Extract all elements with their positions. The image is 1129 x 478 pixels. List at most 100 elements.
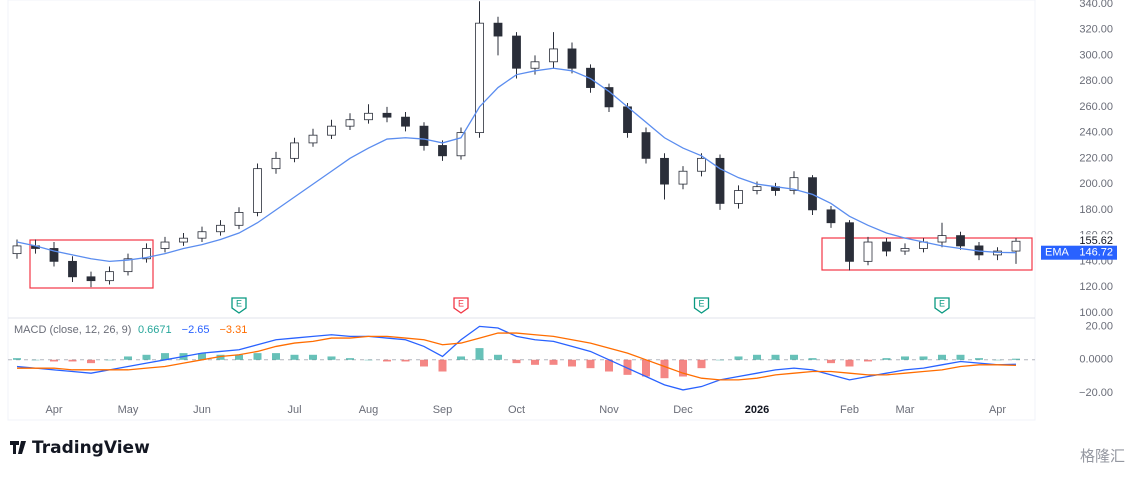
- candle-body: [197, 231, 207, 239]
- y-tick-label: 260.00: [1079, 101, 1113, 113]
- histogram-bar: [938, 354, 946, 360]
- candle-body: [678, 170, 688, 185]
- histogram-bar: [327, 356, 336, 360]
- candle-body: [734, 190, 743, 204]
- histogram-bar: [623, 359, 632, 375]
- histogram-bar: [87, 359, 95, 364]
- y-tick-label: 240.00: [1079, 127, 1113, 139]
- candle-body: [530, 61, 540, 69]
- y-tick-label: 200.00: [1079, 178, 1113, 190]
- histogram-bar: [734, 356, 743, 360]
- event-marker: [693, 297, 710, 314]
- highlight-box: [821, 237, 1033, 271]
- x-tick-label: Aug: [359, 404, 379, 416]
- candle-body: [937, 235, 947, 243]
- candle-body: [12, 245, 22, 255]
- candle-body: [882, 241, 891, 252]
- candle-body: [1011, 240, 1021, 252]
- candle-body: [68, 260, 77, 278]
- candle-body: [345, 119, 355, 127]
- y-tick-label: 300.00: [1079, 49, 1113, 61]
- histogram-bar: [1012, 358, 1020, 360]
- macd-legend-value: −3.31: [220, 324, 248, 336]
- candle-body: [863, 241, 873, 262]
- histogram-bar: [161, 353, 169, 360]
- histogram-bar: [845, 359, 854, 367]
- candle-body: [86, 276, 96, 282]
- ema-tag: [1041, 245, 1117, 260]
- histogram-bar: [31, 359, 40, 361]
- histogram-bar: [975, 358, 983, 360]
- y-tick-label: 180.00: [1079, 204, 1113, 216]
- histogram-bar: [882, 358, 891, 360]
- event-label: E: [458, 298, 464, 308]
- ema-line: [16, 67, 1017, 263]
- candle-body: [271, 157, 281, 170]
- histogram-bar: [383, 359, 391, 362]
- histogram-bar: [142, 354, 151, 360]
- histogram-bar: [993, 359, 1002, 361]
- last-price: 155.62: [1079, 235, 1113, 247]
- histogram-bar: [105, 359, 114, 361]
- x-tick-label: Feb: [840, 404, 859, 416]
- event-label: E: [698, 298, 704, 308]
- histogram-bar: [827, 359, 835, 364]
- histogram-bar: [475, 348, 484, 360]
- brand-name: TradingView: [32, 438, 150, 458]
- histogram-bar: [956, 354, 965, 360]
- x-tick-label: Sep: [433, 404, 453, 416]
- y-tick-label: 100.00: [1079, 307, 1113, 319]
- event-marker: [231, 297, 247, 314]
- candle-body: [845, 222, 854, 262]
- histogram-bar: [235, 354, 243, 360]
- y-tick-label: 340.00: [1079, 0, 1113, 10]
- histogram-bar: [864, 359, 872, 362]
- price-tag: [1072, 234, 1120, 249]
- candle-body: [752, 186, 762, 191]
- x-tick-label: Oct: [508, 404, 525, 416]
- candle-body: [641, 132, 651, 159]
- histogram-bar: [919, 356, 928, 360]
- watermark: 格隆汇: [1080, 448, 1125, 465]
- candle-body: [604, 87, 614, 108]
- x-tick-label: Dec: [673, 404, 693, 416]
- candle-body: [826, 209, 836, 224]
- histogram-bar: [13, 358, 21, 360]
- histogram-bar: [216, 354, 225, 360]
- ema-name: EMA: [1045, 247, 1070, 259]
- x-tick-label: Jun: [193, 404, 211, 416]
- plot-frame: [7, 0, 1036, 421]
- y-tick-label: 20.00: [1085, 320, 1113, 332]
- event-label: E: [939, 298, 945, 308]
- histogram-bar: [697, 359, 706, 369]
- x-tick-label: Apr: [45, 404, 62, 416]
- histogram-bar: [660, 359, 669, 379]
- y-tick-label: 320.00: [1079, 24, 1113, 36]
- histogram-bar: [457, 356, 465, 360]
- x-tick-label: Apr: [989, 404, 1006, 416]
- highlight-box: [29, 239, 154, 289]
- candle-body: [364, 112, 373, 121]
- histogram-bar: [790, 354, 798, 360]
- histogram-bar: [605, 359, 613, 372]
- brand-logo: [10, 441, 26, 454]
- x-tick-label: 2026: [745, 404, 769, 416]
- candle-body: [623, 106, 632, 134]
- candle-body: [715, 157, 725, 204]
- x-tick-label: May: [118, 404, 139, 416]
- candle-body: [216, 224, 225, 233]
- histogram-bar: [512, 359, 521, 364]
- candle-body: [438, 145, 447, 157]
- candle-body: [900, 248, 910, 252]
- candle-body: [456, 132, 466, 157]
- histogram-bar: [253, 353, 262, 360]
- x-tick-label: Mar: [896, 404, 915, 416]
- candle-body: [419, 125, 429, 146]
- histogram-bar: [494, 354, 502, 360]
- histogram-bar: [716, 359, 724, 361]
- candle-body: [956, 235, 965, 247]
- candle-body: [549, 48, 558, 63]
- candle-body: [660, 157, 669, 185]
- candle-body: [308, 134, 318, 144]
